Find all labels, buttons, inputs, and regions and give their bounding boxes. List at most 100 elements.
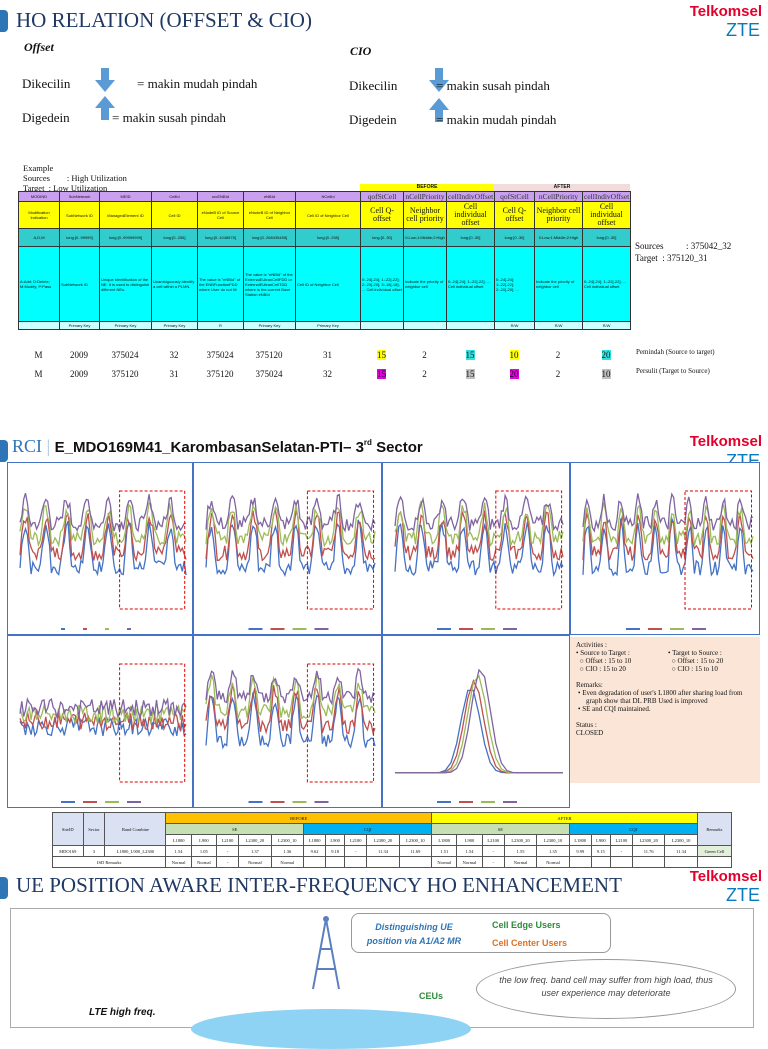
- param-names-cell: qofStCell: [360, 191, 404, 202]
- keys-cell: [18, 321, 60, 330]
- param-desc-cell: eNodeB ID of Neighbor Cell: [243, 201, 296, 229]
- coverage-area: [191, 1009, 471, 1049]
- row-cell: 375024: [111, 350, 139, 360]
- param-names-cell: MEID: [99, 191, 152, 202]
- ranges-cell: long:[0..30]: [582, 228, 631, 247]
- highlight-box: [495, 490, 563, 610]
- row-cell: 2: [422, 350, 427, 360]
- highlight-box: [306, 490, 375, 610]
- chart-series-line: [19, 520, 187, 577]
- remarks-header: Remarks: [696, 812, 733, 846]
- table-row: M 2009 375024 32 375024 375120 31 15 2 15 10 2 20: [18, 350, 630, 369]
- band-header: L2300_10: [664, 834, 698, 846]
- param-desc-cell: Cell individual offset: [446, 201, 495, 229]
- band-header: L2300_20: [503, 834, 538, 846]
- row-cell: 15: [465, 369, 475, 379]
- kpi-chart: [382, 635, 570, 808]
- chart-series-line: [19, 493, 187, 533]
- ranges-cell: long:[0..1048575]: [197, 228, 244, 247]
- table-cell: 3: [82, 845, 106, 857]
- keys-cell: [403, 321, 447, 330]
- row-cell: 15: [377, 350, 386, 360]
- chart-series-line: [582, 502, 754, 546]
- sector-header: Sector: [82, 812, 106, 846]
- arrow-up-icon: [429, 98, 449, 122]
- band-header: L2300_20: [366, 834, 400, 846]
- row1-note: Pemindah (Source to target): [636, 348, 715, 356]
- ranges-cell: A,D,M: [18, 228, 60, 247]
- keys-cell: [446, 321, 495, 330]
- kpi-chart: [193, 635, 382, 808]
- details-cell: 0:-24[-24]; 1:-22[-22]; 2:-20[-20]; 3:-1…: [360, 246, 404, 322]
- activities-label: Activities :: [576, 641, 607, 649]
- callout-box: Distinguishing UE position via A1/A2 MR …: [351, 913, 611, 953]
- row-cell: 2: [422, 369, 427, 379]
- offset-heading: Offset: [24, 40, 54, 54]
- details-cell: The value is "eNBId" of the ExternalEUtr…: [243, 246, 296, 322]
- table-cell: [664, 856, 698, 868]
- slide1-title: HO RELATION (OFFSET & CIO): [16, 8, 312, 32]
- slide3-title: UE POSITION AWARE INTER-FREQUENCY HO ENH…: [16, 873, 622, 897]
- chart-series-line: [395, 674, 563, 774]
- details-cell: Indicate the priority of neighbor cell: [403, 246, 447, 322]
- table-cell: 9.99: [568, 845, 592, 857]
- table-cell: 11.34: [366, 845, 400, 857]
- band-header: L1800: [431, 834, 458, 846]
- band-header: L900: [190, 834, 217, 846]
- example-target: Target : Low Utilization: [23, 183, 108, 193]
- row-cell: 32: [323, 369, 332, 379]
- sources-target-block: Sources : 375042_32 Target : 375120_31: [635, 240, 731, 264]
- keys-cell: R: [197, 321, 244, 330]
- param-desc-cell: Neighbor cell priority: [534, 201, 583, 229]
- table-cell: 1.51: [431, 845, 458, 857]
- se-header: SE: [431, 823, 570, 835]
- chart-series-line: [395, 689, 563, 774]
- ranges-cell: long:[0..99999]: [59, 228, 100, 247]
- highlight-box: [119, 663, 186, 783]
- param-names-cell: srcENBId: [197, 191, 244, 202]
- isd-label: ISD Remarks: [51, 856, 167, 868]
- chart-series-line: [19, 716, 187, 738]
- chart-series-line: [205, 493, 376, 533]
- table-cell: 1.54: [456, 845, 483, 857]
- row-cell: 10: [509, 350, 519, 360]
- table-cell: [631, 856, 666, 868]
- row-cell: 375024: [206, 350, 234, 360]
- param-desc-cell: Cell Q-offset: [494, 201, 535, 229]
- keys-cell: R/W: [534, 321, 583, 330]
- kpi-table: SiteID Sector Band Combine BEFORE AFTER Remar…: [51, 812, 733, 868]
- table-cell: Normal: [165, 856, 192, 868]
- table-cell: 9.15: [590, 845, 611, 857]
- row-cell: 375120: [255, 350, 283, 360]
- ho-relation-table: MODIND SubNetwork MEID CellId srcENBId eNBId N…: [18, 191, 631, 330]
- row-cell: 375120: [206, 369, 234, 379]
- title-suffix: Sector: [371, 439, 423, 456]
- remark-cell: Green Cell: [696, 845, 733, 857]
- param-names-cell: CellId: [151, 191, 198, 202]
- table-cell: 1.05: [190, 845, 217, 857]
- row-cell: 2: [555, 369, 561, 379]
- row-cell: 375120: [111, 369, 139, 379]
- chart-series-line: [205, 508, 376, 562]
- cqi-header: CQI: [568, 823, 698, 835]
- param-desc-cell: Modification Indication: [18, 201, 60, 229]
- band-header: L2300_10: [398, 834, 433, 846]
- offset-dikecilin-text: = makin mudah pindah: [137, 76, 258, 91]
- ceus-label: CEUs: [419, 991, 444, 1001]
- table-cell: [366, 856, 400, 868]
- sources-value: Sources : 375042_32: [635, 241, 732, 251]
- param-desc-cell: ManagedElement ID: [99, 201, 152, 229]
- kpi-chart: [570, 462, 760, 635]
- chart-series-line: [19, 709, 187, 732]
- row-cell: 2009: [70, 350, 88, 360]
- table-cell: 1.35: [536, 845, 570, 857]
- table-cell: Normal: [456, 856, 483, 868]
- highlight-box: [119, 490, 186, 610]
- t2s-label: Target to Source :: [672, 649, 722, 657]
- keys-cell: R/W: [494, 321, 535, 330]
- slide2-title: RCI | E_MDO169M41_KarombasanSelatan-PTI–…: [12, 436, 423, 456]
- arrow-down-icon: [95, 68, 115, 92]
- band-header: L2100: [609, 834, 633, 846]
- table-cell: 9.18: [325, 845, 346, 857]
- table-cell: [325, 856, 346, 868]
